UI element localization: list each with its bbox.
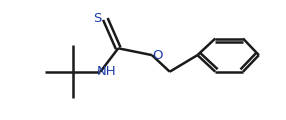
Text: NH: NH bbox=[97, 65, 116, 78]
Text: S: S bbox=[93, 12, 102, 25]
Text: O: O bbox=[153, 49, 163, 62]
